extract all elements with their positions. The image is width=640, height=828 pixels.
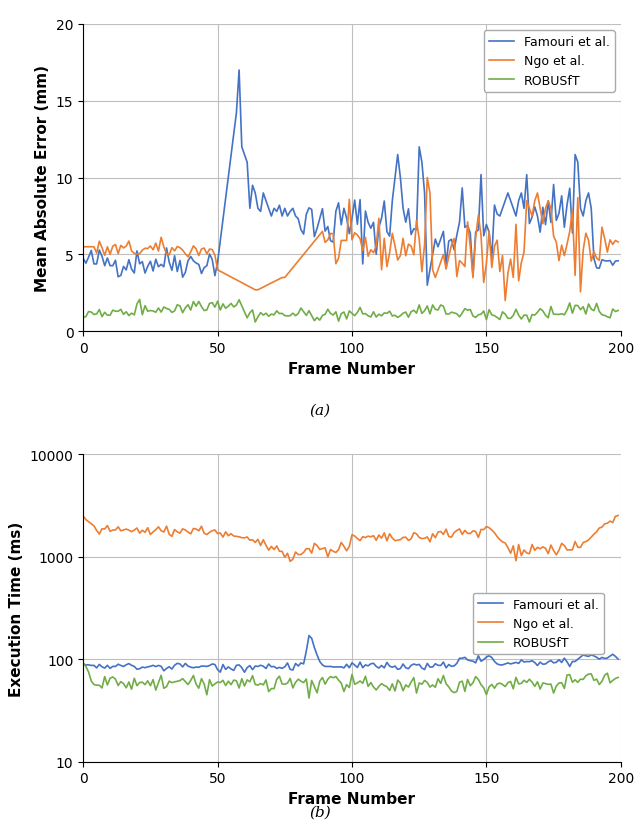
ROBUSfT	[111, 674, 119, 684]
Famouri et al.	[614, 654, 622, 664]
Famouri et al.	[222, 665, 230, 675]
Text: (b): (b)	[309, 805, 331, 818]
Ngo et al.	[111, 240, 119, 250]
ROBUSfT	[136, 295, 143, 305]
Y-axis label: Mean Absolute Error (mm): Mean Absolute Error (mm)	[35, 65, 51, 291]
Famouri et al.	[111, 662, 119, 672]
Legend: Famouri et al., Ngo et al., ROBUSfT: Famouri et al., Ngo et al., ROBUSfT	[484, 31, 614, 93]
ROBUSfT	[225, 301, 232, 311]
Ngo et al.	[424, 173, 431, 183]
ROBUSfT	[179, 674, 186, 684]
Famouri et al.	[222, 194, 230, 204]
Famouri et al.	[574, 654, 582, 664]
ROBUSfT	[79, 658, 87, 668]
Ngo et al.	[614, 238, 622, 248]
Famouri et al.	[79, 659, 87, 669]
ROBUSfT	[572, 675, 579, 685]
ROBUSfT	[305, 693, 313, 703]
ROBUSfT	[111, 307, 119, 317]
Ngo et al.	[79, 512, 87, 522]
Ngo et al.	[593, 254, 600, 264]
Ngo et al.	[179, 246, 186, 256]
Famouri et al.	[424, 281, 431, 291]
ROBUSfT	[574, 301, 582, 311]
Ngo et al.	[501, 296, 509, 306]
ROBUSfT	[222, 681, 230, 691]
Ngo et al.	[79, 243, 87, 253]
Ngo et al.	[179, 524, 186, 534]
Famouri et al.	[593, 652, 600, 662]
Line: Ngo et al.: Ngo et al.	[83, 178, 618, 301]
ROBUSfT	[79, 313, 87, 323]
Famouri et al.	[241, 667, 248, 677]
Famouri et al.	[593, 263, 600, 273]
Ngo et al.	[101, 251, 109, 261]
Ngo et al.	[574, 194, 582, 204]
X-axis label: Frame Number: Frame Number	[289, 791, 415, 806]
ROBUSfT	[525, 318, 533, 328]
Famouri et al.	[574, 158, 582, 168]
ROBUSfT	[614, 672, 622, 682]
Famouri et al.	[614, 257, 622, 267]
Line: Famouri et al.: Famouri et al.	[83, 636, 618, 672]
Famouri et al.	[111, 256, 119, 266]
Famouri et al.	[179, 273, 186, 283]
Famouri et al.	[179, 662, 186, 672]
ROBUSfT	[614, 306, 622, 316]
Ngo et al.	[590, 530, 598, 540]
Famouri et al.	[305, 631, 313, 641]
X-axis label: Frame Number: Frame Number	[289, 361, 415, 376]
Line: ROBUSfT: ROBUSfT	[83, 300, 618, 323]
Line: Ngo et al.: Ngo et al.	[83, 516, 618, 561]
ROBUSfT	[593, 299, 600, 309]
Y-axis label: Execution Time (ms): Execution Time (ms)	[9, 521, 24, 696]
Ngo et al.	[111, 525, 119, 535]
ROBUSfT	[101, 672, 109, 681]
Line: ROBUSfT: ROBUSfT	[83, 663, 618, 698]
ROBUSfT	[101, 308, 109, 318]
Famouri et al.	[101, 663, 109, 673]
Ngo et al.	[572, 537, 579, 546]
Ngo et al.	[614, 511, 622, 521]
Famouri et al.	[101, 262, 109, 272]
Famouri et al.	[79, 254, 87, 264]
Famouri et al.	[236, 66, 243, 76]
Legend: Famouri et al., Ngo et al., ROBUSfT: Famouri et al., Ngo et al., ROBUSfT	[473, 593, 604, 654]
Text: (a): (a)	[309, 403, 331, 416]
ROBUSfT	[590, 676, 598, 686]
ROBUSfT	[182, 303, 189, 313]
Line: Famouri et al.: Famouri et al.	[83, 71, 618, 286]
Ngo et al.	[222, 527, 230, 537]
Ngo et al.	[286, 556, 294, 566]
Ngo et al.	[101, 524, 109, 534]
Ngo et al.	[222, 270, 230, 280]
